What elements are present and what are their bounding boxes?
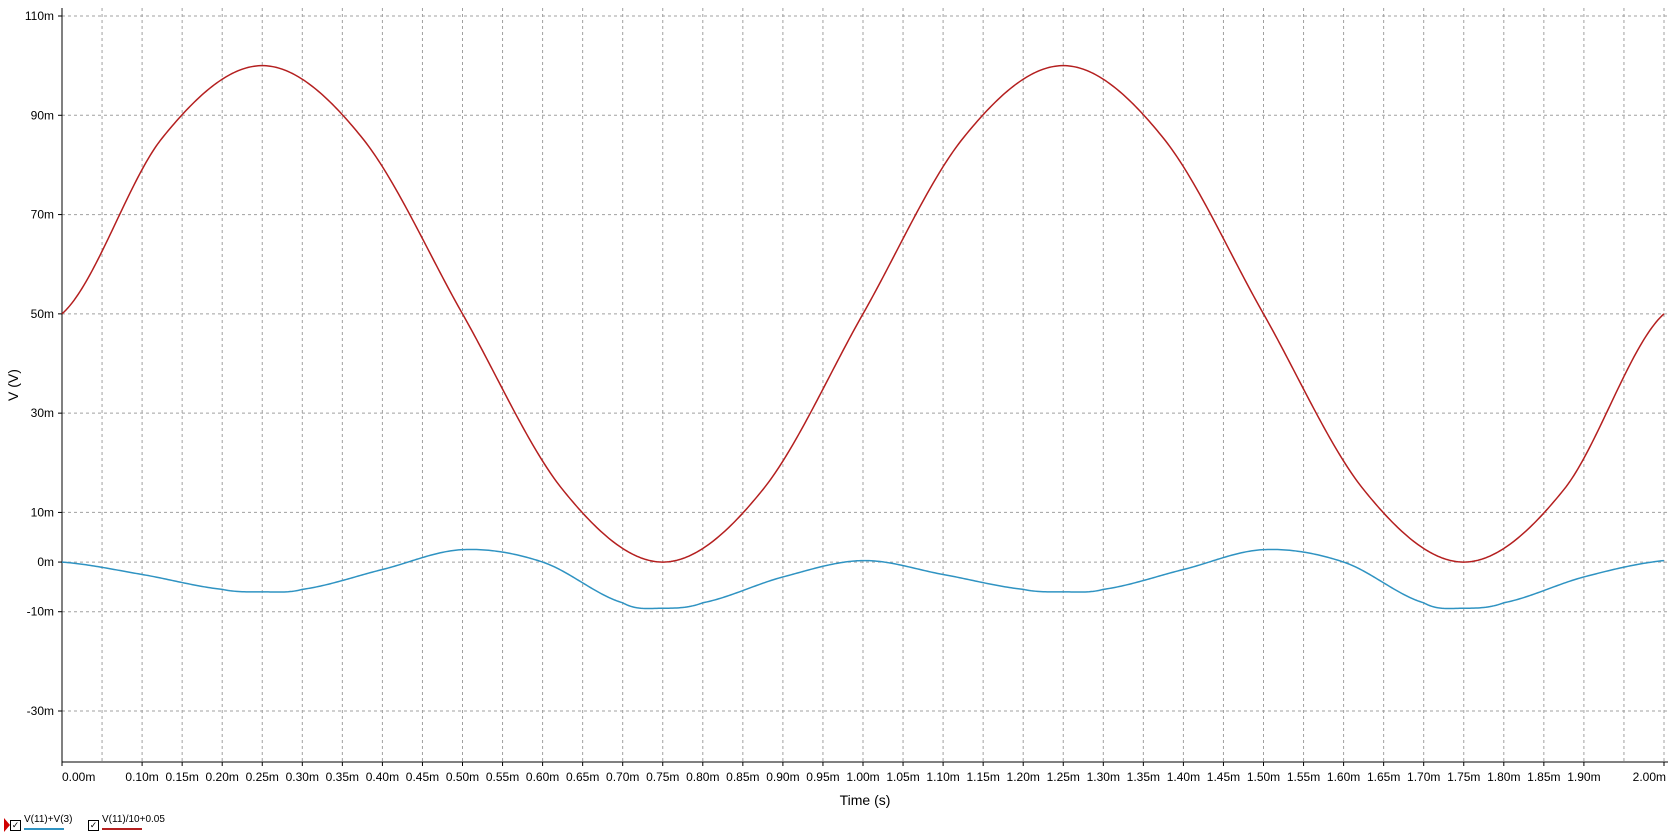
x-tick-label: 0.35m — [326, 770, 359, 784]
x-tick-label: 1.30m — [1087, 770, 1120, 784]
x-tick-label: 0.20m — [206, 770, 239, 784]
checkbox-checked-icon[interactable]: ✓ — [88, 820, 99, 831]
x-tick-label: 0.75m — [646, 770, 679, 784]
x-tick-label: 0.70m — [606, 770, 639, 784]
y-tick-label: 90m — [31, 108, 54, 122]
x-tick-label: 0.95m — [806, 770, 839, 784]
x-tick-label: 0.45m — [406, 770, 439, 784]
x-tick-label: 1.55m — [1287, 770, 1320, 784]
x-tick-label: 0.25m — [246, 770, 279, 784]
y-tick-label: -30m — [27, 704, 54, 718]
x-tick-label: 1.20m — [1007, 770, 1040, 784]
x-tick-label: 1.45m — [1207, 770, 1240, 784]
active-trace-marker-icon — [4, 818, 10, 832]
x-tick-label: 2.00m — [1633, 770, 1666, 784]
x-tick-label: 1.50m — [1247, 770, 1280, 784]
x-tick-label: 0.30m — [286, 770, 319, 784]
x-tick-label: 0.55m — [486, 770, 519, 784]
x-tick-label: 0.40m — [366, 770, 399, 784]
x-tick-label: 1.10m — [926, 770, 959, 784]
x-tick-label: 0.65m — [566, 770, 599, 784]
x-tick-label: 0.10m — [125, 770, 158, 784]
x-tick-label: 1.00m — [846, 770, 879, 784]
x-tick-label: 0.00m — [62, 770, 95, 784]
x-tick-label: 1.80m — [1487, 770, 1520, 784]
x-tick-label: 0.50m — [446, 770, 479, 784]
plot-axes — [61, 8, 1668, 763]
grid-lines — [61, 8, 1668, 762]
x-tick-label: 1.85m — [1527, 770, 1560, 784]
y-tick-label: 110m — [25, 9, 54, 23]
checkbox-checked-icon[interactable]: ✓ — [10, 820, 21, 831]
x-tick-label: 1.35m — [1127, 770, 1160, 784]
x-tick-label: 0.85m — [726, 770, 759, 784]
y-tick-label: 50m — [31, 307, 54, 321]
x-tick-label: 1.90m — [1567, 770, 1600, 784]
y-tick-label: -10m — [27, 605, 54, 619]
legend-label: V(11)/10+0.05 — [102, 814, 165, 825]
legend: ✓ V(11)+V(3) ✓ V(11)/10+0.05 — [0, 810, 400, 836]
x-tick-label: 1.70m — [1407, 770, 1440, 784]
y-tick-label: 30m — [31, 406, 54, 420]
x-tick-label: 1.60m — [1327, 770, 1360, 784]
x-tick-label: 0.60m — [526, 770, 559, 784]
y-tick-labels: 110m 90m 70m 50m 30m 10m 0m -10m -30m — [25, 9, 62, 718]
y-tick-label: 70m — [31, 208, 54, 222]
x-tick-label: 1.65m — [1367, 770, 1400, 784]
x-tick-label: 0.90m — [766, 770, 799, 784]
series-line-2 — [61, 64, 1665, 563]
legend-label: V(11)+V(3) — [24, 814, 73, 825]
y-tick-label: 0m — [37, 555, 54, 569]
x-tick-label: 1.15m — [966, 770, 999, 784]
x-tick-label: 0.80m — [686, 770, 719, 784]
x-tick-label: 1.05m — [886, 770, 919, 784]
y-axis-title: V (V) — [5, 369, 21, 401]
x-axis-title: Time (s) — [840, 792, 891, 808]
x-tick-labels: 0.00m 0.10m 0.15m 0.20m 0.25m 0.30m 0.35m 0.40m… — [61, 762, 1666, 784]
x-tick-label: 1.25m — [1047, 770, 1080, 784]
legend-swatch — [24, 828, 64, 830]
x-tick-label: 1.40m — [1167, 770, 1200, 784]
x-tick-label: 1.75m — [1447, 770, 1480, 784]
series-line-1 — [61, 548, 1665, 610]
x-tick-label: 0.15m — [165, 770, 198, 784]
legend-swatch — [102, 828, 142, 830]
series-lines — [61, 64, 1665, 610]
y-tick-label: 10m — [31, 505, 54, 519]
